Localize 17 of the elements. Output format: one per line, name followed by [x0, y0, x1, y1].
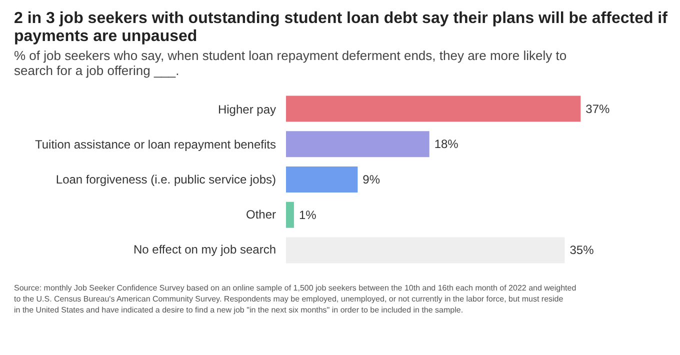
y-tick-label: Tuition assistance or loan repayment benefits [34, 138, 276, 152]
bar [286, 131, 430, 158]
y-tick-label: Loan forgiveness (i.e. public service jobs) [56, 172, 276, 186]
bar [286, 202, 294, 228]
chart-title: 2 in 3 job seekers with outstanding student loan debt say their plans will be affected if payments are unpaused [14, 10, 668, 45]
data-label: 1% [298, 208, 317, 222]
bar [286, 96, 581, 122]
data-label: 18% [434, 137, 459, 152]
y-tick-label: No effect on my job search [133, 242, 276, 256]
data-label: 9% [362, 172, 380, 186]
data-label: 35% [570, 243, 594, 258]
data-label: 37% [586, 102, 610, 116]
y-tick-label: Other [246, 208, 276, 222]
chart-subtitle: % of job seekers who say, when student loan repayment deferment ends, they are more likely to search for a job offering ___. [14, 48, 567, 78]
bar [286, 166, 358, 192]
source-note: Source: monthly Job Seeker Confidence Survey based on an online sample of 1,500 job seekers between the 10th and 16th each month of 2022 and weighted to the U.S. Census Bureau's American Community Survey. Respondents may be employed, unemployed, or not currently in the labor force, but must reside in the United States and have indicated a desire to find a new job "in the next six months" in order to be included in the sample. [14, 284, 576, 314]
y-tick-label: Higher pay [218, 102, 276, 116]
